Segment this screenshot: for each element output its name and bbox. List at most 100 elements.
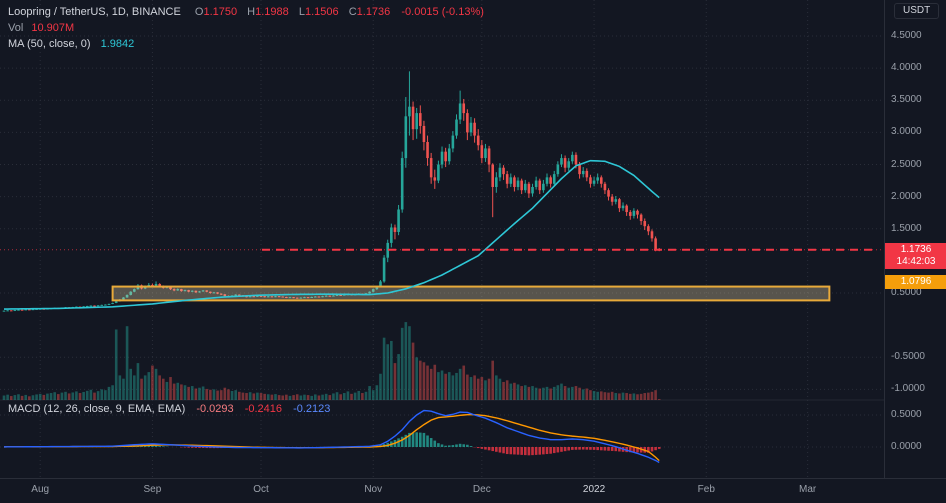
macd-histogram-bar bbox=[610, 447, 614, 451]
volume-bar bbox=[534, 387, 538, 400]
time-axis[interactable]: Aug Sep Oct Nov Dec 2022 Feb Mar bbox=[0, 478, 946, 503]
macd-histogram-bar bbox=[408, 432, 411, 447]
range-box-drawing[interactable] bbox=[111, 285, 831, 302]
symbol-title[interactable]: Loopring / TetherUS, 1D, BINANCE bbox=[8, 6, 181, 18]
volume-bar bbox=[13, 395, 17, 400]
grid bbox=[0, 0, 884, 478]
candle-body bbox=[476, 135, 480, 146]
candle-body bbox=[571, 154, 574, 162]
macd-histogram-bar bbox=[411, 432, 415, 447]
volume-bar bbox=[285, 394, 288, 400]
candle-body bbox=[328, 295, 332, 297]
last-price-badge: 1.1736 14:42:03 bbox=[885, 242, 946, 269]
candle-body bbox=[129, 291, 132, 295]
volume-bar bbox=[111, 385, 114, 400]
volume-bar bbox=[85, 390, 89, 400]
close-value: 1.1736 bbox=[356, 6, 391, 18]
candle-body bbox=[89, 305, 93, 307]
volume-bar bbox=[560, 383, 563, 400]
volume-bar bbox=[596, 391, 599, 400]
volume-bar bbox=[603, 392, 607, 400]
candle-body bbox=[574, 154, 578, 165]
candle-body bbox=[238, 294, 241, 296]
candle-body bbox=[256, 295, 259, 297]
volume-bar bbox=[187, 386, 190, 400]
volume-bar bbox=[93, 392, 96, 400]
volume-bar bbox=[585, 388, 589, 400]
volume-bar bbox=[476, 378, 480, 400]
candle-body bbox=[277, 296, 281, 298]
macd-histogram-bar bbox=[603, 447, 607, 451]
volume-bar bbox=[342, 393, 346, 400]
candle-body bbox=[390, 227, 393, 243]
volume-value: 10.907M bbox=[31, 22, 75, 34]
candle-body bbox=[552, 174, 556, 184]
candle-body bbox=[107, 303, 111, 305]
volume-bar bbox=[158, 375, 161, 400]
volume-bar bbox=[42, 394, 46, 400]
macd-histogram-bar bbox=[440, 444, 444, 447]
candle-body bbox=[209, 291, 212, 293]
volume-bar bbox=[114, 329, 118, 400]
volume-bar bbox=[571, 386, 574, 400]
candle-body bbox=[183, 290, 187, 292]
macd-histogram-bar bbox=[600, 447, 603, 451]
volume-bar bbox=[176, 382, 180, 400]
macd-histogram-bar bbox=[589, 447, 592, 450]
candle-body bbox=[520, 180, 523, 191]
candle-body bbox=[625, 205, 628, 213]
macd-histogram-bar bbox=[571, 447, 574, 450]
macd-histogram-bar bbox=[549, 447, 552, 454]
candle-body bbox=[299, 297, 303, 299]
price-axis[interactable]: USDT 1.1736 14:42:03 1.0796 4.5000 4.0000… bbox=[884, 0, 946, 478]
price-axis-label: 3.5000 bbox=[891, 94, 922, 106]
candle-body bbox=[335, 294, 339, 296]
currency-toggle-button[interactable]: USDT bbox=[894, 3, 940, 19]
macd-histogram-bar bbox=[480, 447, 484, 449]
candle-body bbox=[281, 296, 285, 298]
volume-bar bbox=[35, 394, 38, 400]
candle-body bbox=[542, 183, 545, 191]
volume-bar bbox=[581, 389, 585, 400]
volume-bar bbox=[20, 395, 24, 400]
low-label: L bbox=[298, 6, 305, 18]
volume-bar bbox=[180, 384, 183, 400]
volume-bar bbox=[324, 393, 328, 400]
volume-bar bbox=[567, 387, 571, 400]
open-value: 1.1750 bbox=[203, 6, 238, 18]
volume-bar bbox=[89, 389, 93, 400]
candle-body bbox=[386, 242, 390, 258]
candle-body bbox=[252, 296, 256, 298]
macd-histogram-bar bbox=[614, 447, 618, 452]
symbol-legend-row: Loopring / TetherUS, 1D, BINANCE O1.1750… bbox=[8, 4, 484, 20]
macd-histogram-bar bbox=[433, 440, 437, 447]
volume-bar bbox=[556, 385, 560, 400]
volume-bar bbox=[151, 365, 154, 400]
candle-body bbox=[310, 296, 313, 298]
macd-histogram-bar bbox=[444, 445, 447, 447]
volume-bar bbox=[592, 390, 596, 400]
volume-bar bbox=[589, 390, 592, 400]
macd-histogram-bar bbox=[632, 447, 636, 453]
volume-bar bbox=[53, 392, 56, 400]
macd-histogram-bar bbox=[201, 447, 205, 448]
candle-body bbox=[415, 113, 418, 130]
candle-body bbox=[295, 297, 299, 299]
volume-bar bbox=[353, 392, 357, 400]
volume-bars bbox=[2, 322, 661, 400]
volume-legend-row: Vol 10.907M bbox=[8, 20, 484, 36]
candle-body bbox=[618, 199, 621, 209]
volume-bar bbox=[505, 380, 509, 400]
macd-histogram-bar bbox=[538, 447, 542, 455]
volume-bar bbox=[542, 387, 545, 400]
candle-body bbox=[20, 309, 24, 311]
candle-body bbox=[600, 177, 603, 184]
price-axis-label: 1.5000 bbox=[891, 222, 922, 234]
volume-bar bbox=[303, 394, 306, 400]
candle-body bbox=[111, 302, 114, 304]
macd-histogram-bar bbox=[502, 447, 505, 454]
volume-bar bbox=[82, 391, 85, 400]
macd-histogram-bar bbox=[592, 447, 596, 450]
